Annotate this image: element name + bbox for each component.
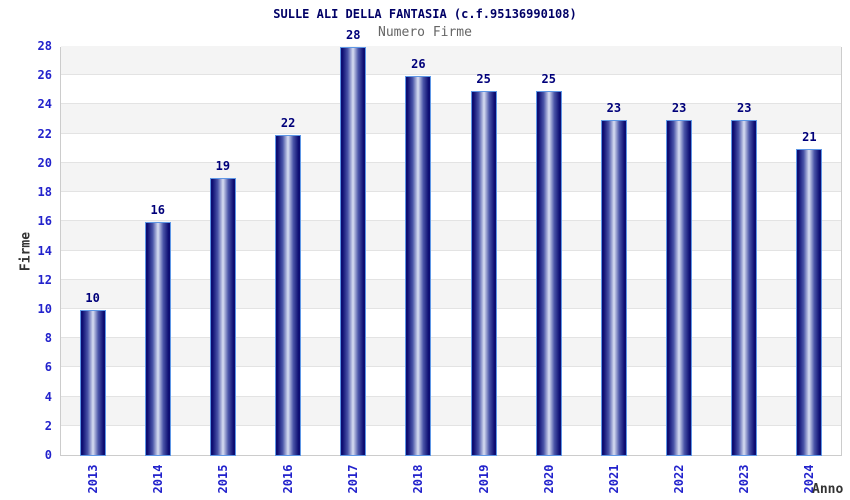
gridline (61, 220, 841, 222)
chart-title: SULLE ALI DELLA FANTASIA (c.f.9513699010… (273, 7, 577, 21)
bar-value-label: 28 (346, 28, 361, 42)
background-band (61, 367, 841, 397)
background-band (61, 338, 841, 368)
gridline (61, 366, 841, 368)
bar-2023 (731, 120, 758, 456)
x-tick-label: 2013 (85, 464, 100, 494)
bar-value-label: 23 (606, 101, 622, 116)
bar-value-label: 23 (671, 101, 687, 116)
x-tick-label: 2022 (672, 464, 687, 494)
x-tick-label: 2019 (476, 464, 491, 494)
background-band (61, 396, 841, 426)
plot-area (60, 46, 842, 456)
y-tick-label: 4 (44, 389, 52, 404)
bar-value-label: 10 (85, 290, 100, 305)
x-tick-label: 2017 (346, 464, 361, 494)
y-tick-label: 26 (37, 68, 52, 83)
background-band (61, 221, 841, 251)
bar-2019 (470, 90, 497, 456)
y-tick-label: 2 (44, 418, 52, 433)
y-tick-label: 24 (37, 97, 52, 112)
gridline (61, 249, 841, 251)
chart-subtitle: Numero Firme (378, 25, 472, 40)
background-band (61, 162, 841, 193)
bar-value-label: 19 (215, 159, 231, 174)
bar-2018 (405, 76, 432, 456)
background-band (61, 104, 841, 134)
y-tick-label: 20 (37, 155, 52, 170)
x-tick-label: 2020 (541, 464, 556, 494)
bar-2022 (666, 120, 693, 456)
x-axis-title: Anno (812, 482, 844, 497)
y-tick-label: 16 (37, 214, 52, 229)
bar-value-label: 22 (280, 115, 296, 130)
y-tick-label: 6 (44, 360, 52, 375)
bar-value-label: 25 (541, 71, 556, 86)
background-band (61, 279, 841, 309)
y-tick-label: 14 (37, 243, 52, 258)
y-tick-label: 8 (44, 331, 52, 346)
gridline (61, 395, 841, 397)
x-tick-label: 2021 (606, 464, 621, 494)
background-band (61, 46, 841, 76)
bar-2014 (144, 222, 171, 456)
bar-value-label: 25 (476, 71, 491, 86)
background-band (61, 192, 841, 222)
x-tick-label: 2023 (737, 464, 752, 494)
bar-value-label: 16 (150, 203, 165, 218)
x-tick-label: 2016 (281, 464, 296, 494)
y-tick-label: 18 (37, 185, 52, 200)
bar-2013 (79, 309, 106, 456)
background-band (61, 425, 841, 455)
x-tick-label: 2014 (150, 464, 165, 494)
gridline (61, 278, 841, 280)
x-tick-label: 2018 (411, 464, 426, 494)
gridline (61, 424, 841, 426)
y-axis-title: Firme (18, 231, 34, 271)
gridline (61, 103, 841, 105)
bar-2017 (340, 47, 367, 456)
gridline (61, 191, 841, 193)
background-band (61, 133, 841, 163)
bar-2021 (600, 120, 627, 456)
background-band (61, 250, 841, 280)
bar-2015 (209, 178, 236, 456)
bar-2020 (535, 90, 562, 456)
bar-2016 (275, 134, 302, 456)
gridline (61, 74, 841, 76)
bar-value-label: 26 (411, 57, 426, 72)
y-tick-label: 12 (37, 272, 52, 287)
gridline (61, 337, 841, 339)
x-tick-label: 2015 (215, 464, 230, 494)
gridline (61, 161, 841, 163)
bar-value-label: 21 (802, 130, 817, 145)
background-band (61, 75, 841, 105)
y-tick-label: 10 (37, 301, 52, 316)
y-tick-label: 28 (37, 39, 52, 53)
y-tick-label: 0 (44, 448, 52, 462)
bar-2024 (796, 149, 823, 456)
y-tick-label: 22 (37, 126, 52, 141)
bar-value-label: 23 (737, 101, 752, 116)
background-band (61, 308, 841, 339)
gridline (61, 307, 841, 309)
gridline (61, 132, 841, 134)
